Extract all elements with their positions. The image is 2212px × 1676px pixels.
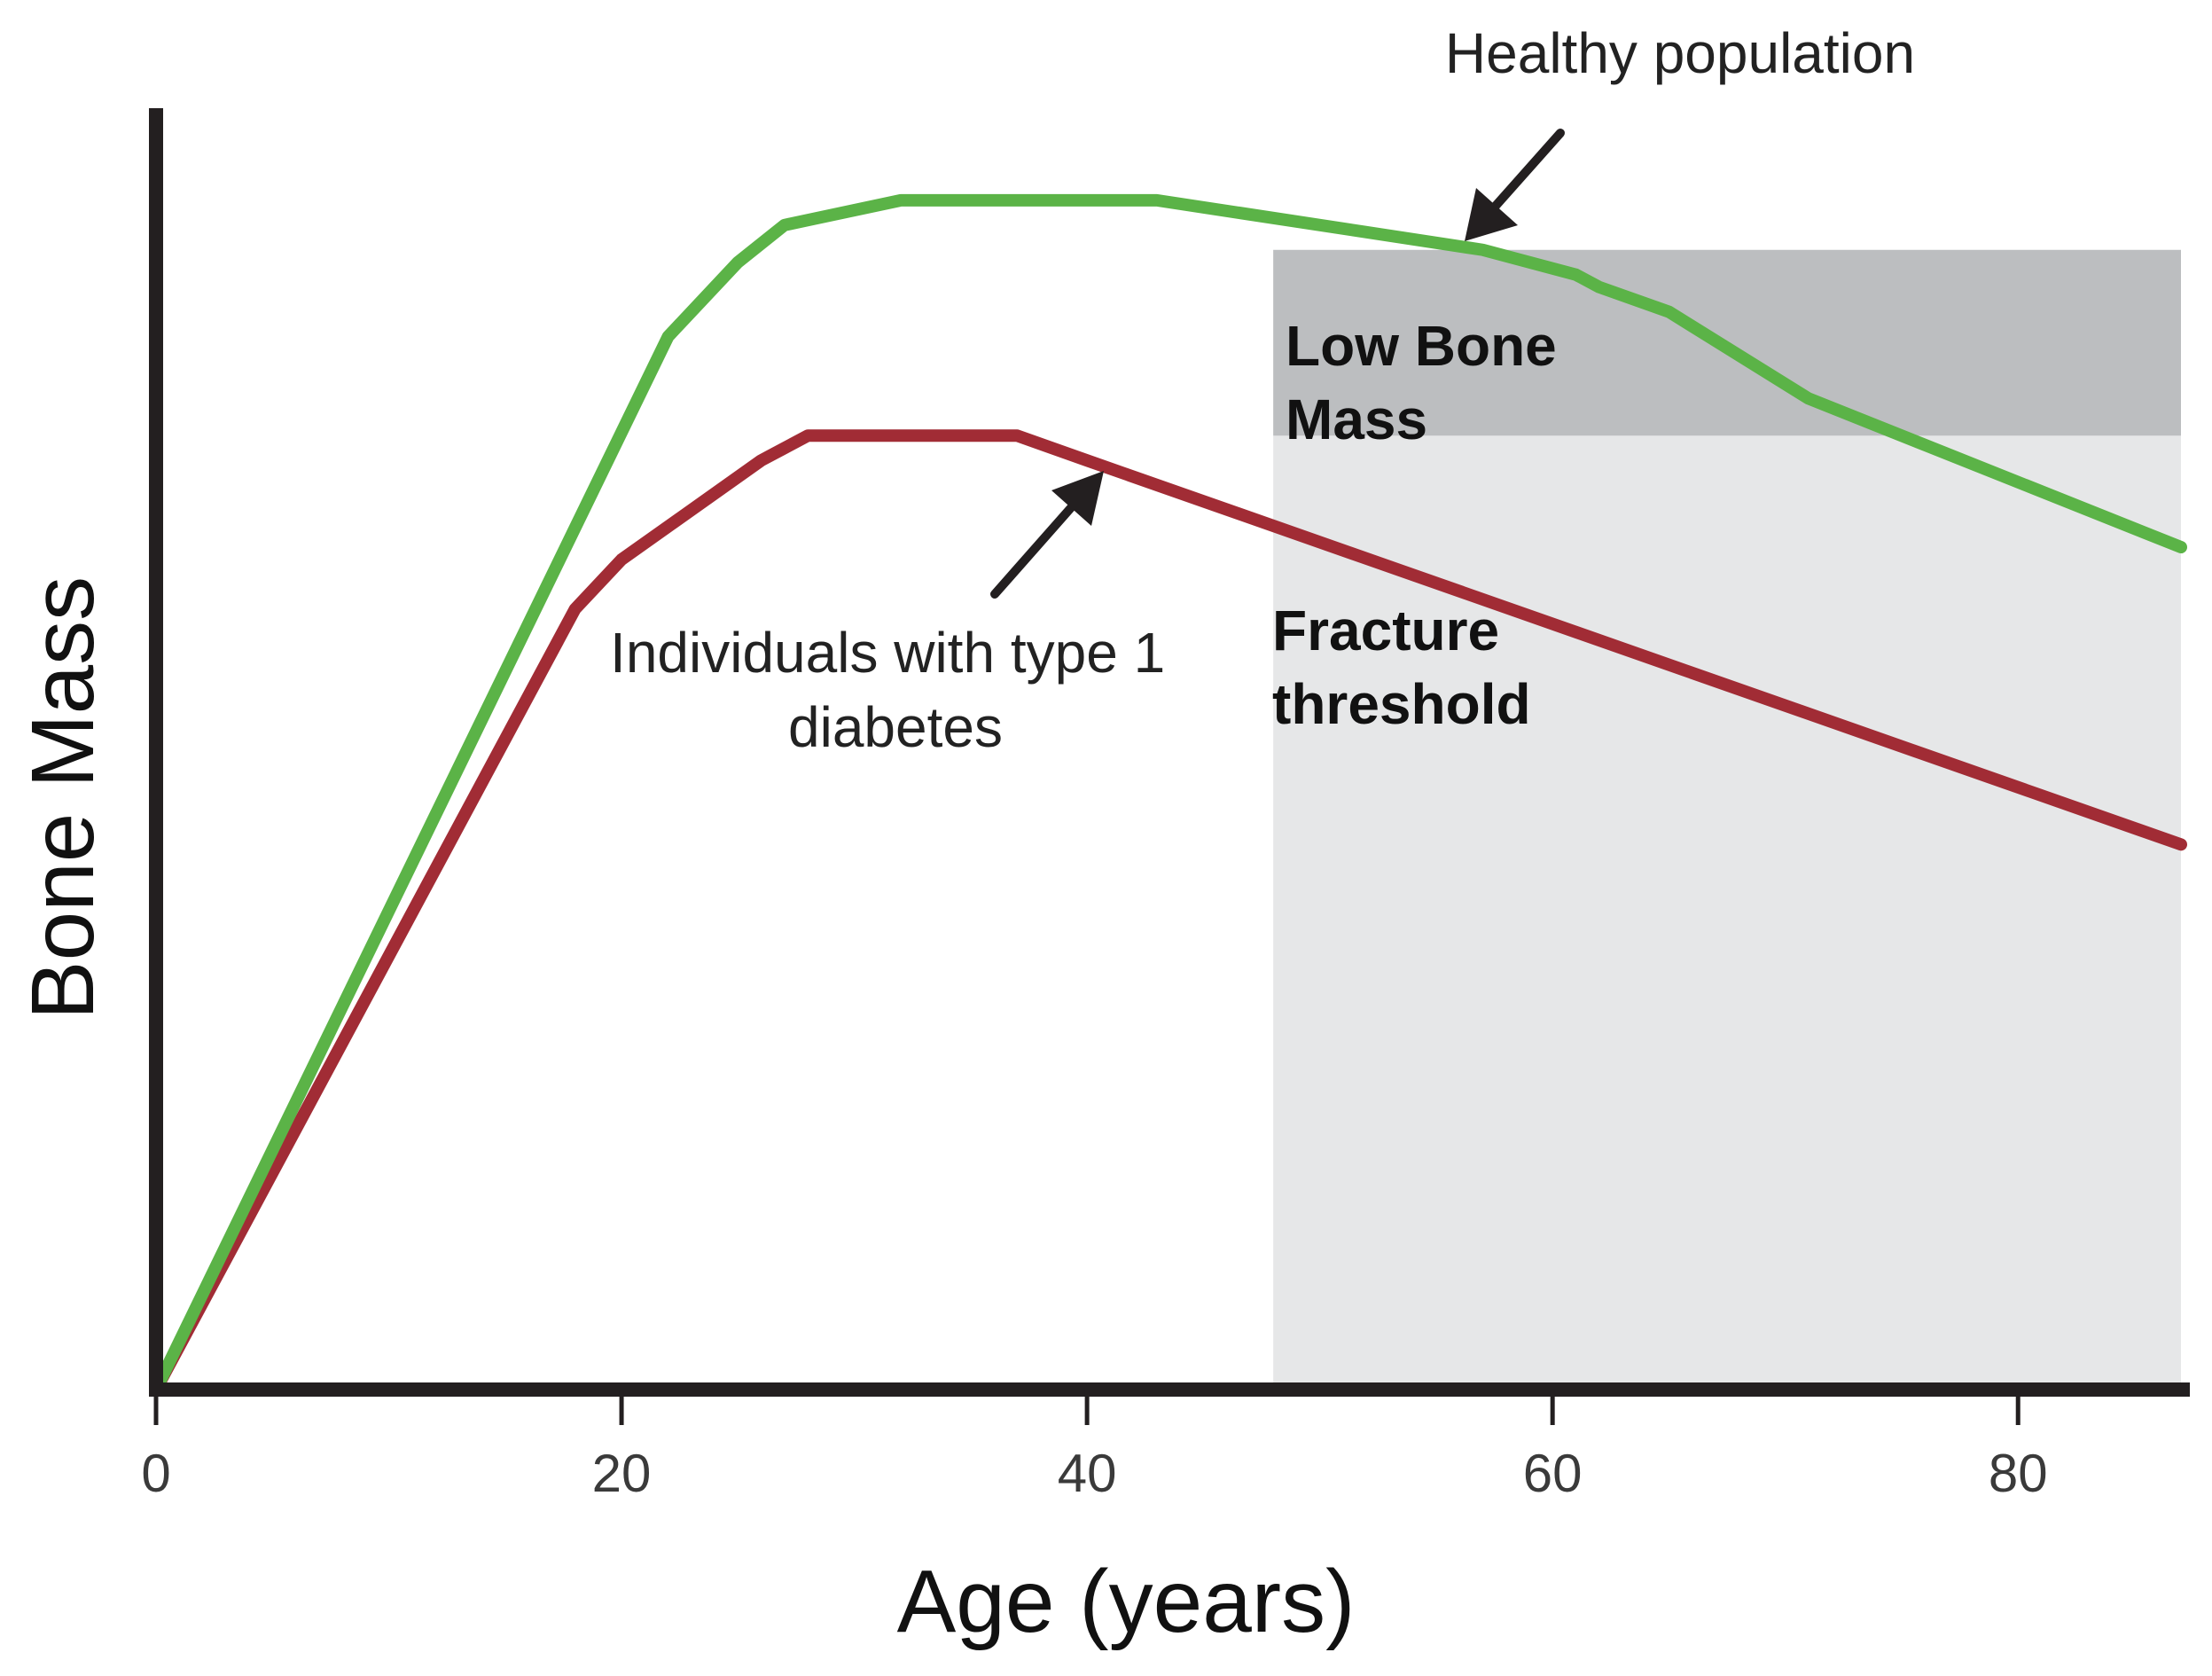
x-tick-label: 20 — [592, 1444, 652, 1503]
x-axis-title: Age (years) — [897, 1552, 1356, 1651]
type1-diabetes-arrow-icon — [990, 471, 1104, 599]
x-axis-ticks: 0 20 40 60 80 — [141, 1390, 2048, 1503]
healthy-population-arrow-icon — [1465, 129, 1565, 241]
low-bone-mass-label: Low Bone Mass — [1286, 314, 1573, 451]
x-tick-label: 80 — [1989, 1444, 2048, 1503]
fracture-threshold-region — [1273, 435, 2181, 1390]
type1-diabetes-line — [150, 429, 2187, 1396]
fracture-threshold-label: Fracture threshold — [1272, 599, 1531, 736]
type1-diabetes-annotation: Individuals with type 1 diabetes — [610, 621, 1181, 759]
healthy-population-line — [150, 193, 2187, 1396]
y-axis-title: Bone Mass — [13, 576, 113, 1020]
healthy-population-annotation: Healthy population — [1445, 21, 1915, 85]
x-tick-label: 0 — [141, 1444, 170, 1503]
x-tick-label: 40 — [1058, 1444, 1117, 1503]
x-tick-label: 60 — [1523, 1444, 1583, 1503]
